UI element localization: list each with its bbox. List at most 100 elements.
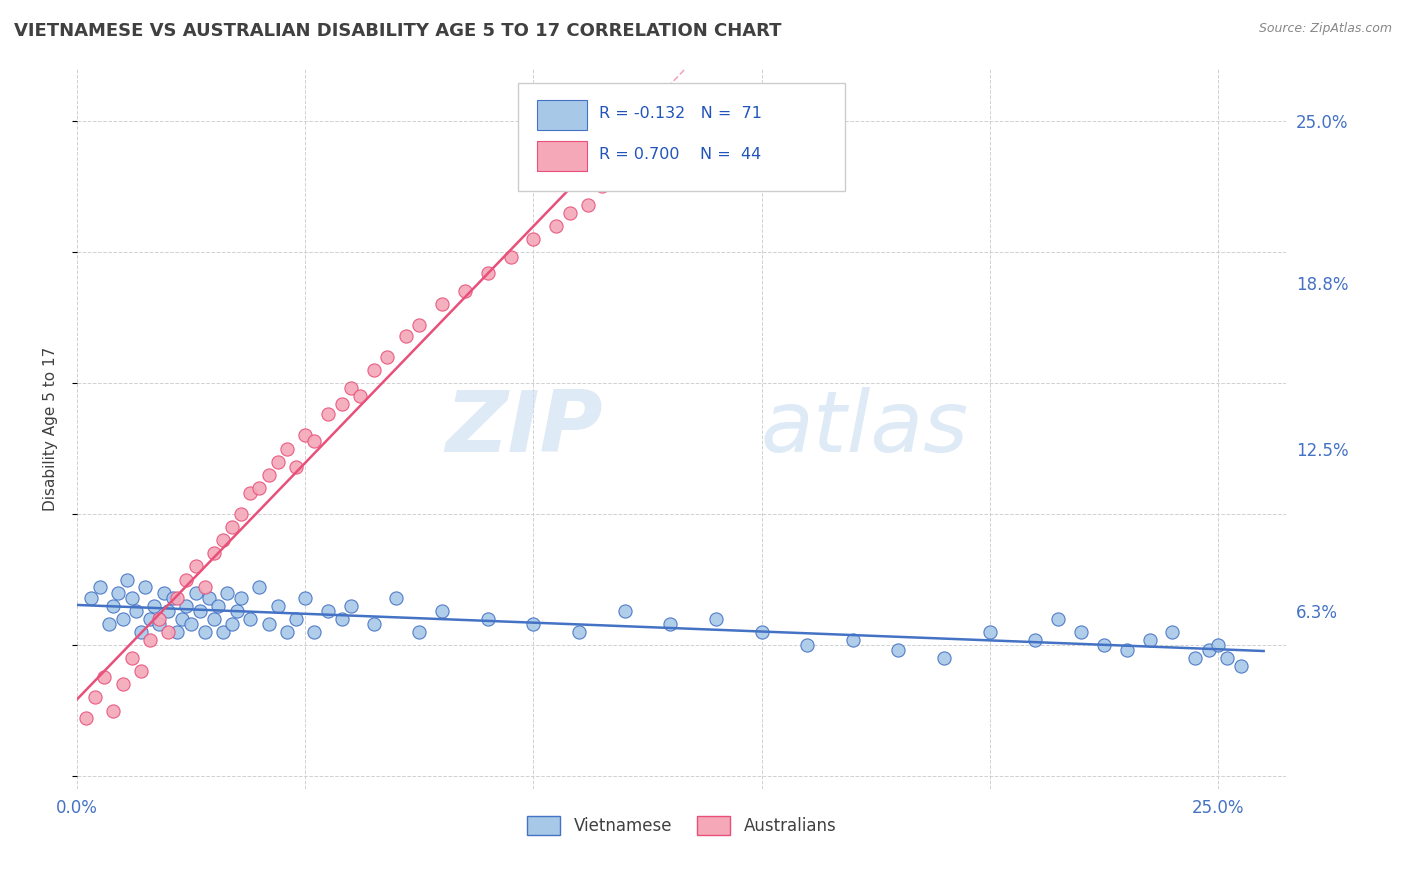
Point bbox=[339, 599, 361, 613]
Point bbox=[184, 559, 207, 574]
Point bbox=[1070, 624, 1092, 639]
Point bbox=[139, 632, 162, 647]
FancyBboxPatch shape bbox=[537, 100, 588, 129]
Y-axis label: Disability Age 5 to 17: Disability Age 5 to 17 bbox=[44, 347, 58, 511]
Point bbox=[157, 624, 180, 639]
Text: R = 0.700    N =  44: R = 0.700 N = 44 bbox=[599, 147, 762, 161]
Point bbox=[430, 297, 453, 311]
Point bbox=[217, 585, 239, 599]
Point bbox=[385, 591, 408, 605]
Point bbox=[1184, 651, 1206, 665]
Point bbox=[125, 604, 148, 618]
Point bbox=[1139, 632, 1161, 647]
Legend: Vietnamese, Australians: Vietnamese, Australians bbox=[527, 815, 837, 835]
Point bbox=[84, 690, 107, 705]
Point bbox=[93, 669, 115, 683]
Point bbox=[111, 677, 134, 691]
Point bbox=[1024, 632, 1046, 647]
Point bbox=[239, 486, 262, 500]
Point bbox=[121, 651, 143, 665]
Point bbox=[103, 599, 125, 613]
Point bbox=[176, 599, 198, 613]
Point bbox=[148, 617, 170, 632]
Point bbox=[613, 166, 636, 180]
Point bbox=[176, 573, 198, 587]
Point bbox=[294, 591, 316, 605]
Point bbox=[363, 617, 385, 632]
Point bbox=[522, 617, 544, 632]
Point bbox=[316, 408, 339, 422]
Point bbox=[751, 624, 773, 639]
Point bbox=[166, 624, 188, 639]
Point bbox=[704, 612, 727, 626]
Point bbox=[276, 442, 298, 456]
Point bbox=[188, 604, 211, 618]
Point bbox=[558, 205, 581, 219]
Point bbox=[659, 617, 682, 632]
FancyBboxPatch shape bbox=[537, 141, 588, 171]
Point bbox=[152, 585, 174, 599]
Point bbox=[285, 459, 308, 474]
Text: R = -0.132   N =  71: R = -0.132 N = 71 bbox=[599, 106, 762, 120]
Point bbox=[267, 599, 290, 613]
Point bbox=[103, 704, 125, 718]
Point bbox=[249, 581, 271, 595]
Point bbox=[454, 285, 477, 299]
Point bbox=[257, 617, 280, 632]
Point bbox=[143, 599, 166, 613]
Point bbox=[129, 665, 152, 679]
Point bbox=[934, 651, 956, 665]
Text: atlas: atlas bbox=[761, 387, 969, 470]
Point bbox=[887, 643, 910, 657]
Point bbox=[225, 604, 247, 618]
Point bbox=[202, 612, 225, 626]
Point bbox=[97, 617, 120, 632]
Point bbox=[184, 585, 207, 599]
Point bbox=[363, 363, 385, 377]
Point bbox=[221, 520, 243, 534]
Point bbox=[276, 624, 298, 639]
Point bbox=[139, 612, 162, 626]
Point bbox=[330, 612, 353, 626]
Point bbox=[1115, 643, 1137, 657]
Text: VIETNAMESE VS AUSTRALIAN DISABILITY AGE 5 TO 17 CORRELATION CHART: VIETNAMESE VS AUSTRALIAN DISABILITY AGE … bbox=[14, 22, 782, 40]
Point bbox=[180, 617, 202, 632]
Point bbox=[375, 350, 398, 364]
Point bbox=[170, 612, 193, 626]
Point bbox=[316, 604, 339, 618]
Point bbox=[231, 507, 253, 521]
Point bbox=[157, 604, 180, 618]
Text: ZIP: ZIP bbox=[446, 387, 603, 470]
Point bbox=[499, 250, 522, 264]
Point bbox=[979, 624, 1001, 639]
Point bbox=[842, 632, 865, 647]
Point bbox=[267, 455, 290, 469]
Point bbox=[408, 318, 430, 333]
Point bbox=[613, 604, 636, 618]
Point bbox=[591, 179, 613, 194]
Point bbox=[194, 581, 217, 595]
Point bbox=[89, 581, 111, 595]
Point bbox=[1216, 651, 1239, 665]
Point bbox=[394, 328, 416, 343]
Point bbox=[198, 591, 221, 605]
Point bbox=[111, 612, 134, 626]
Point bbox=[194, 624, 217, 639]
Point bbox=[285, 612, 308, 626]
Point bbox=[207, 599, 229, 613]
Point bbox=[221, 617, 243, 632]
Point bbox=[129, 624, 152, 639]
Point bbox=[148, 612, 170, 626]
Point bbox=[162, 591, 184, 605]
Point bbox=[249, 481, 271, 495]
Point bbox=[349, 389, 371, 403]
Point bbox=[1206, 638, 1229, 652]
Point bbox=[75, 711, 97, 725]
Point bbox=[302, 434, 325, 448]
Point bbox=[121, 591, 143, 605]
Point bbox=[1047, 612, 1070, 626]
Point bbox=[408, 624, 430, 639]
Point bbox=[294, 428, 316, 442]
Point bbox=[522, 232, 544, 246]
Point bbox=[477, 612, 499, 626]
